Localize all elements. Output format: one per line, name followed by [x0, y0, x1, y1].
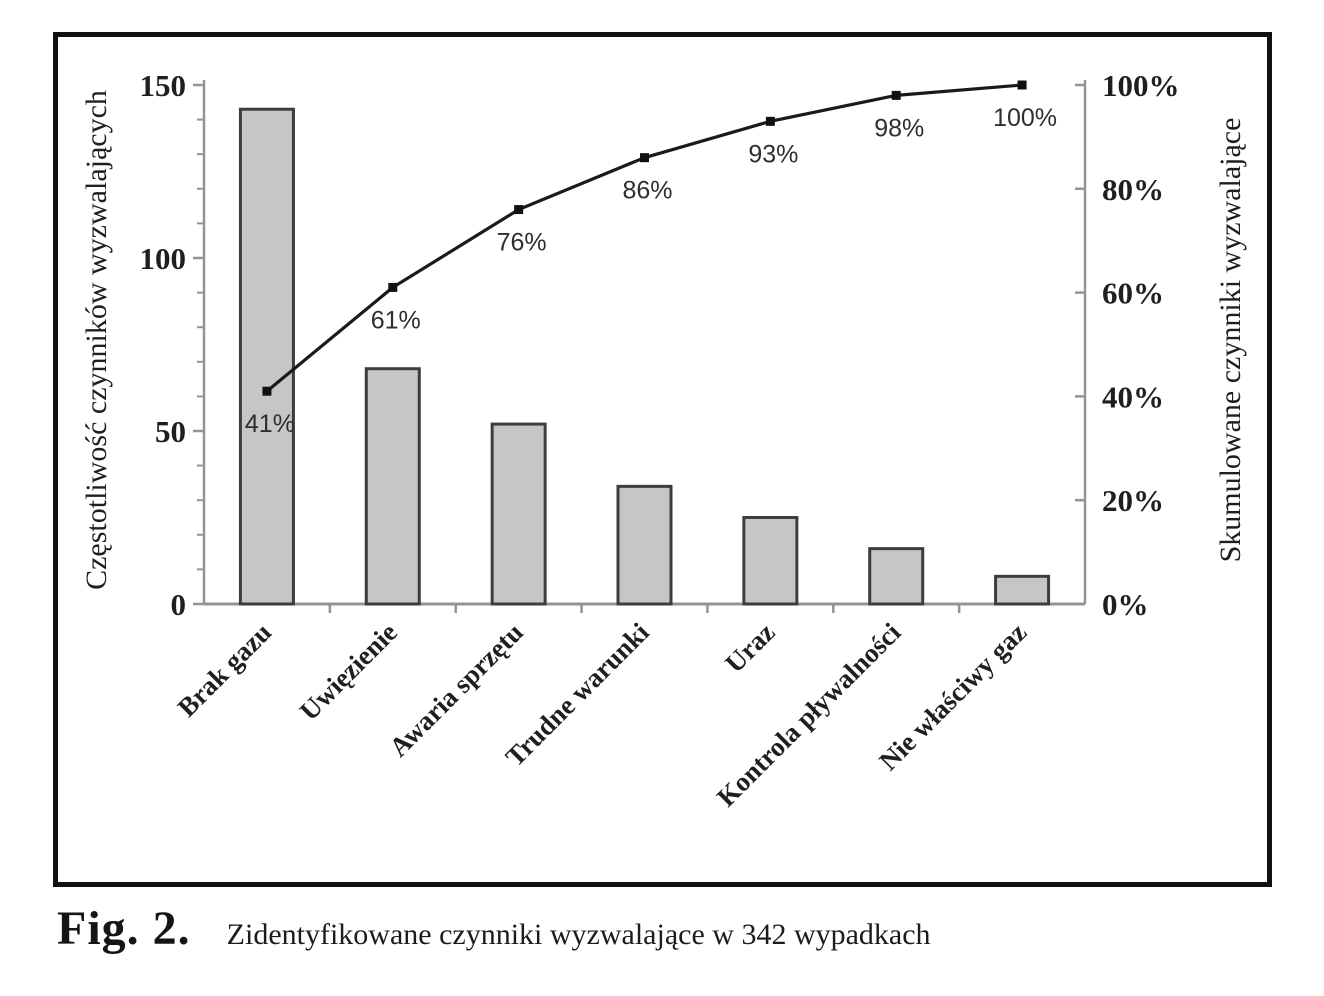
right-axis-tick-label: 100% — [1102, 68, 1180, 103]
left-axis-tick-label: 100 — [140, 241, 187, 276]
figure-caption-text: Zidentyfikowane czynniki wyzwalające w 3… — [226, 918, 931, 951]
bar-2 — [364, 367, 421, 606]
category-label: Uwięzienie — [294, 617, 403, 726]
category-label: Awaria sprzętu — [383, 617, 528, 762]
left-axis-title: Częstotliwość czynników wyzwalających — [80, 90, 113, 590]
cumulative-marker — [640, 153, 649, 163]
bar-3 — [490, 422, 547, 606]
cumulative-marker — [891, 90, 901, 100]
pareto-chart-svg: 0 50 100 150 0% 20% 40% 60% 80% 100% 41% 61% 76% 86% 9… — [80, 68, 1247, 812]
bar-7 — [994, 574, 1051, 606]
right-axis-tick-label: 0% — [1102, 587, 1149, 622]
category-label: Uraz — [719, 617, 781, 679]
figure-caption-label: Fig. 2. — [57, 902, 191, 955]
right-axis-title: Skumulowane czynniki wyzwalające — [1214, 118, 1247, 563]
left-axis-tick-label: 150 — [140, 68, 187, 103]
cumulative-percent-label: 86% — [622, 177, 672, 205]
cumulative-marker — [1017, 80, 1027, 90]
cumulative-percent-label: 93% — [748, 140, 798, 168]
cumulative-percent-label: 41% — [245, 410, 295, 438]
bar-5 — [742, 516, 799, 606]
right-axis-tick-label: 60% — [1102, 276, 1164, 311]
right-axis-tick-label: 20% — [1102, 483, 1164, 518]
bar-1 — [238, 107, 295, 606]
cumulative-percent-label: 76% — [497, 229, 547, 257]
cumulative-marker — [262, 386, 272, 396]
cumulative-marker — [388, 282, 398, 292]
cumulative-percent-label: 61% — [371, 306, 421, 334]
cumulative-percent-label: 98% — [874, 114, 924, 142]
figure-caption: Fig. 2. Zidentyfikowane czynniki wyzwala… — [57, 901, 1277, 956]
left-axis-tick-label: 50 — [155, 414, 186, 449]
right-axis-tick-label: 40% — [1102, 379, 1164, 414]
cumulative-marker — [514, 205, 524, 215]
bar-6 — [868, 547, 925, 606]
cumulative-percent-label: 100% — [993, 104, 1057, 132]
cumulative-marker — [765, 116, 775, 126]
right-axis-tick-label: 80% — [1102, 172, 1164, 207]
left-axis-tick-label: 0 — [171, 587, 187, 622]
category-label: Brak gazu — [172, 617, 278, 723]
bar-4 — [616, 484, 673, 606]
